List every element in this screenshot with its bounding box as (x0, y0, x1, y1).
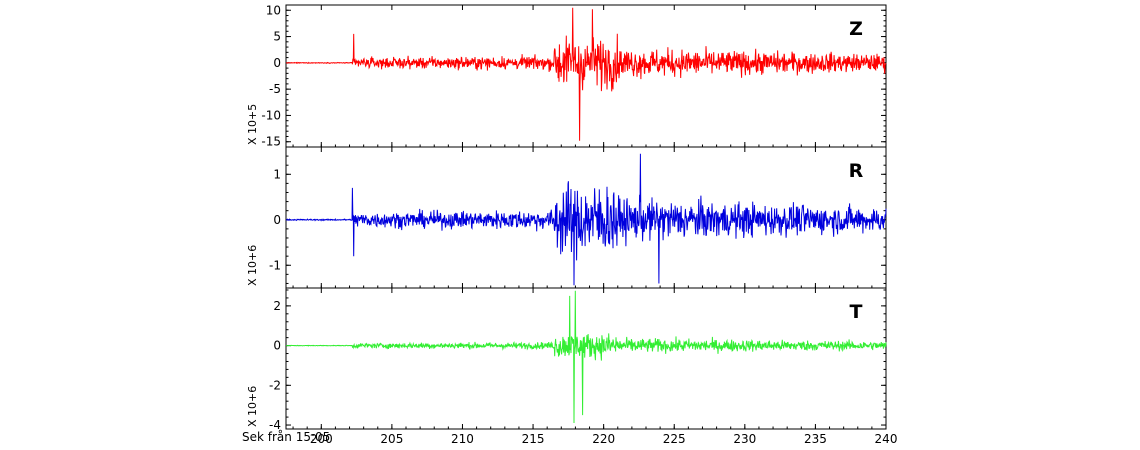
y-tick-label: 0 (273, 56, 281, 70)
x-tick-label: 215 (522, 432, 545, 446)
y-tick-label: -2 (269, 378, 281, 392)
y-tick-label: -5 (269, 82, 281, 96)
y-tick-label: 5 (273, 30, 281, 44)
waveform-r (285, 153, 887, 286)
x-axis-label: Sek från 15:05 (242, 430, 331, 444)
y-tick-label: 10 (266, 3, 281, 17)
y-tick-label: 1 (273, 167, 281, 181)
x-tick-label: 220 (592, 432, 615, 446)
y-tick-label: 2 (273, 299, 281, 313)
channel-label-z: Z (849, 18, 863, 40)
x-tick-label: 205 (380, 432, 403, 446)
channel-label-t: T (850, 301, 863, 323)
scale-label-r: X 10+6 (246, 245, 259, 286)
y-tick-label: -10 (261, 108, 281, 122)
y-tick-label: 0 (273, 213, 281, 227)
y-tick-label: 0 (273, 339, 281, 353)
panel-frame-t (285, 287, 887, 430)
x-tick-label: 210 (451, 432, 474, 446)
x-tick-label: 225 (663, 432, 686, 446)
channel-label-r: R (849, 160, 864, 182)
y-tick-label: -4 (269, 418, 281, 432)
x-tick-label: 230 (733, 432, 756, 446)
waveform-t (286, 290, 887, 424)
y-tick-label: -1 (269, 258, 281, 272)
x-tick-label: 240 (875, 432, 898, 446)
x-tick-label: 235 (804, 432, 827, 446)
waveform-z (286, 7, 887, 141)
scale-label-t: X 10+6 (246, 386, 259, 427)
scale-label-z: X 10+5 (246, 104, 259, 145)
x-tick-label: 200 (310, 432, 333, 446)
y-tick-label: -15 (261, 135, 281, 149)
panel-frame-z (285, 4, 887, 148)
